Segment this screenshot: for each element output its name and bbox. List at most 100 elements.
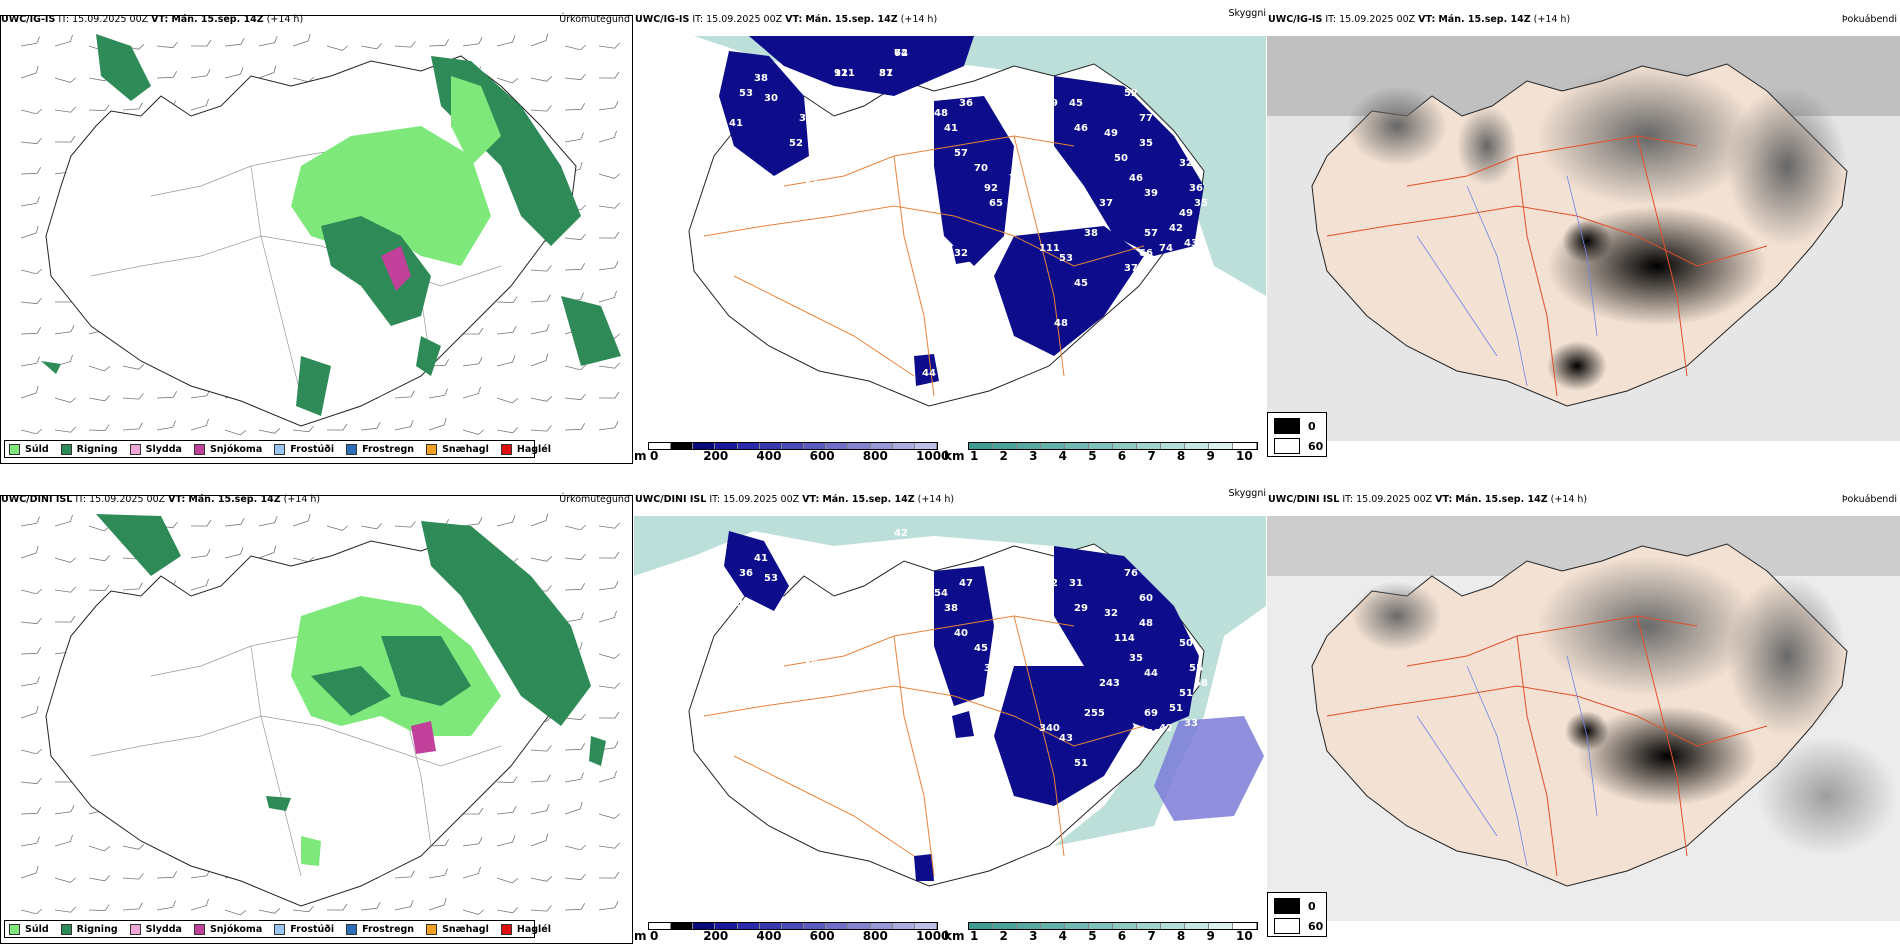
colorbar-segment xyxy=(1137,923,1161,929)
ceiling-value-label: 35 xyxy=(1129,653,1143,664)
init-time: 15.09.2025 00Z xyxy=(89,494,166,505)
model-name: UWC/IG-IS xyxy=(1,14,56,25)
wind-barb xyxy=(564,873,586,881)
legend-swatch xyxy=(346,443,358,455)
wind-barb xyxy=(496,35,516,47)
colorbar-segment xyxy=(1233,923,1257,929)
valid-time: Mán. 15.sep. 14Z xyxy=(1438,14,1531,25)
legend-swatch xyxy=(129,443,141,455)
ceiling-value-label: 33 xyxy=(804,178,818,189)
legend-item-slydda: Slydda xyxy=(129,443,182,455)
wind-barb xyxy=(599,871,620,879)
wind-barb xyxy=(20,226,39,239)
panel-title: Þokuábendi xyxy=(1841,14,1897,25)
colorbar-segment xyxy=(1113,923,1137,929)
cloud-legend-swatch xyxy=(1274,918,1300,934)
colorbar-tick: 800 xyxy=(862,929,888,943)
wind-barb xyxy=(530,803,550,815)
valid-time: Mán. 15.sep. 14Z xyxy=(805,14,898,25)
wind-barb xyxy=(530,425,552,432)
init-time: 15.09.2025 00Z xyxy=(1356,494,1433,505)
legend-item-snjókoma: Snjókoma xyxy=(193,923,263,935)
ceiling-value-label: 69 xyxy=(1044,98,1058,109)
ceiling-value-label: 58 xyxy=(1194,678,1208,689)
init-time: 15.09.2025 00Z xyxy=(1339,14,1416,25)
wind-barb xyxy=(20,167,42,175)
colorbar-segment xyxy=(1209,443,1233,449)
wind-barb xyxy=(564,393,586,401)
cloud-map[interactable] xyxy=(1267,516,1900,921)
precip-map[interactable] xyxy=(0,495,633,944)
colorbar-tick: 400 xyxy=(756,449,782,463)
wind-barb xyxy=(20,617,42,625)
wind-barb xyxy=(258,65,277,79)
wind-barb xyxy=(496,907,519,914)
ceiling-value-label: 53 xyxy=(739,88,753,99)
legend-swatch xyxy=(426,443,438,455)
ceiling-map[interactable]: 74 92 87 38 53 30 33 41 52 48 57 33 48 36 41 57 70 92 65 74… xyxy=(634,36,1266,441)
ceiling-value-label: 35 xyxy=(1139,138,1153,149)
colorbar-segment xyxy=(892,443,915,449)
wind-barb xyxy=(598,130,617,143)
legend-item-frostúði: Frostúði xyxy=(274,443,335,455)
ceiling-value-label: 48 xyxy=(934,108,948,119)
wind-barb xyxy=(88,525,111,532)
legend-label: Frostúði xyxy=(290,443,335,455)
wind-barb xyxy=(224,429,247,436)
wind-barb xyxy=(122,422,143,431)
panel-title: Úrkomutegund xyxy=(559,494,630,505)
colorbar-tick: 800 xyxy=(862,449,888,463)
colorbar-segment xyxy=(870,923,893,929)
colorbar-segment xyxy=(892,923,915,929)
ceiling-value-label: 33 xyxy=(799,113,813,124)
wind-barb xyxy=(54,77,77,83)
panel-title: Úrkomutegund xyxy=(559,14,630,25)
visibility-sea-area xyxy=(634,36,1266,296)
legend-swatch xyxy=(426,923,438,935)
colorbar-tick: 400 xyxy=(756,929,782,943)
precip-map[interactable] xyxy=(0,15,633,464)
cloud-map[interactable] xyxy=(1267,36,1900,441)
panel-header: UWC/IG-IS IT: 15.09.2025 00Z VT: Mán. 15… xyxy=(1267,12,1900,28)
ceiling-value-label: 33 xyxy=(1184,718,1198,729)
wind-barb xyxy=(598,653,621,659)
wind-barb xyxy=(54,834,73,847)
legend-swatch xyxy=(274,443,286,455)
legend-label: Rigning xyxy=(76,923,118,935)
wind-barb xyxy=(599,71,620,79)
legend-label: Snjókoma xyxy=(209,923,263,935)
ceiling-value-label: 30 xyxy=(764,93,778,104)
ceiling-map[interactable]: 42 59 34 41 36 53 43 43 65 912 16 38 54 47 38 40 45 36 42 4… xyxy=(634,516,1266,921)
cloud-legend-label: 0 xyxy=(1308,899,1316,913)
wind-barb xyxy=(326,45,349,51)
legend-item-rigning: Rigning xyxy=(60,923,118,935)
ceiling-value-label: 37 xyxy=(1099,198,1113,209)
wind-barb xyxy=(564,263,586,271)
wind-barb xyxy=(599,391,620,399)
valid-time: Mán. 15.sep. 14Z xyxy=(822,494,915,505)
wind-barb xyxy=(598,610,617,623)
colorbar-tick: 10 xyxy=(1236,449,1253,463)
wind-barb xyxy=(394,390,415,399)
wind-barb xyxy=(55,615,76,623)
wind-barb xyxy=(530,353,549,367)
colorbar-segment xyxy=(826,443,849,449)
cloud-legend-item: 60 xyxy=(1274,918,1323,934)
wind-barb xyxy=(564,583,586,591)
legend-label: Haglél xyxy=(516,443,551,455)
ceiling-panel-ig: UWC/IG-IS IT: 15.09.2025 00Z VT: Mán. 15… xyxy=(634,8,1266,464)
wind-barb xyxy=(54,557,77,563)
wind-barb xyxy=(20,36,41,47)
roads-orange xyxy=(703,135,1145,397)
colorbar-segment xyxy=(1017,923,1041,929)
legend-label: Rigning xyxy=(76,443,118,455)
legend-label: Súld xyxy=(25,443,49,455)
wind-barb xyxy=(88,395,111,402)
wind-barb xyxy=(598,290,617,303)
panel-header: UWC/DINI ISL IT: 15.09.2025 00Z VT: Mán.… xyxy=(635,488,1266,505)
wind-barb xyxy=(54,325,75,335)
wind-barb xyxy=(428,418,447,431)
wind-barb xyxy=(598,682,620,689)
wind-barb xyxy=(190,549,211,559)
ceiling-value-label: 32 xyxy=(1179,158,1193,169)
